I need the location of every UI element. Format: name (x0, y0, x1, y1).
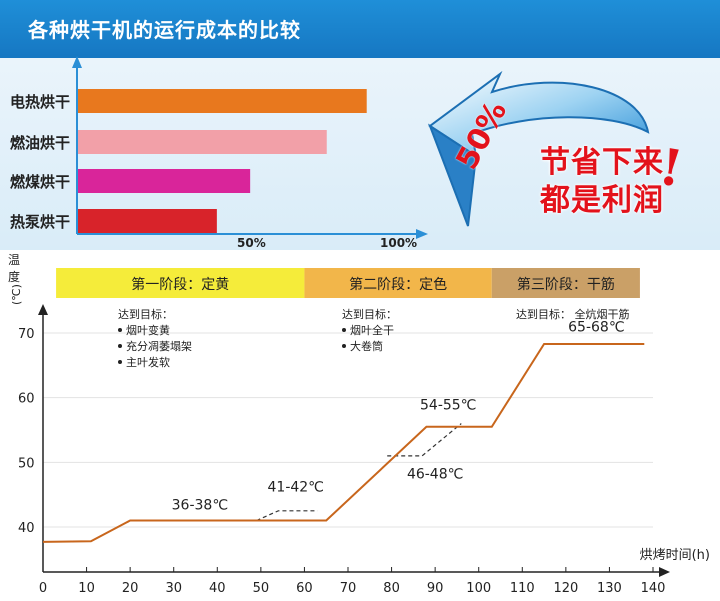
data-label: 54-55℃ (420, 397, 476, 413)
y-axis-arrow-icon (38, 304, 48, 315)
bar (78, 169, 251, 193)
annotations: 36-38℃ 41-42℃ 46-48℃ 54-55℃ 65-68℃ (172, 320, 625, 514)
bullet-icon (118, 328, 122, 332)
goal-item: 充分凋萎塌架 (126, 339, 192, 353)
goal-item: 烟叶变黄 (126, 323, 170, 337)
x-tick-label: 50 (253, 581, 270, 596)
bar-category-label: 热泵烘干 (10, 213, 70, 231)
bar (78, 209, 217, 233)
x-tick-label: 20 (122, 581, 139, 596)
stage-band (491, 268, 640, 298)
y-axis-label: 度 (8, 269, 20, 284)
bullet-icon (342, 328, 346, 332)
header-banner: 各种烘干机的运行成本的比较 (0, 0, 720, 58)
dashed-guide (256, 510, 318, 522)
stage-label: 第一阶段：定黄 (131, 276, 229, 293)
savings-arrow-icon (427, 70, 650, 227)
bar-category-label: 燃煤烘干 (10, 173, 70, 191)
bar-category-label: 燃油烘干 (10, 134, 70, 152)
stage-band (304, 268, 492, 298)
x-tick-label: 120 (553, 581, 578, 596)
line-chart-gridlines (43, 332, 653, 528)
bullet-icon (342, 344, 346, 348)
y-tick-label: 40 (18, 521, 35, 536)
temperature-series (42, 342, 645, 543)
x-tick-label: 100 (466, 581, 491, 596)
x-tick-label: 60 (296, 581, 313, 596)
x-tick-label: 70 (340, 581, 357, 596)
bullet-icon (118, 344, 122, 348)
bar-chart-axes (72, 56, 428, 239)
data-label: 36-38℃ (172, 498, 228, 514)
x-axis-arrow-icon (659, 567, 670, 577)
bar (78, 89, 367, 113)
page-title: 各种烘干机的运行成本的比较 (28, 18, 301, 42)
slogan-line-1: 节省下来 (540, 145, 664, 180)
x-tick-label: 10 (78, 581, 95, 596)
stage-label: 第二阶段：定色 (349, 276, 447, 293)
x-axis-label: 烘烤时间(h) (640, 548, 710, 563)
goal-title: 达到目标： (118, 307, 173, 321)
data-label: 65-68℃ (568, 320, 624, 336)
stage-band (56, 268, 305, 298)
goal-item: 烟叶全干 (350, 323, 394, 337)
x-tick-label: 90 (427, 581, 444, 596)
goal-title: 达到目标： 全炕烟干筋 (516, 307, 630, 321)
goal-item: 主叶发软 (126, 355, 170, 369)
y-axis-unit: (℃) (10, 284, 23, 305)
slogan-line-2: 都是利润 (540, 183, 664, 218)
bar (78, 130, 327, 154)
x-tick-label: 110 (510, 581, 535, 596)
bar-tick-label: 50% (237, 236, 266, 250)
goal-item: 大卷筒 (350, 339, 383, 353)
y-tick-label: 50 (18, 456, 35, 471)
bar-category-label: 电热烘干 (10, 93, 70, 111)
goal-title: 达到目标： (342, 307, 397, 321)
y-tick-label: 70 (18, 327, 35, 342)
dashed-guides (256, 423, 462, 522)
x-tick-label: 130 (597, 581, 622, 596)
data-label: 46-48℃ (407, 467, 463, 483)
stage-bands: 第一阶段：定黄 第二阶段：定色 第三阶段：干筋 (56, 268, 640, 298)
x-tick-label: 0 (39, 581, 47, 596)
x-tick-label: 80 (383, 581, 400, 596)
line-chart-axes: 0 10 20 30 40 50 60 70 80 90 100 110 120 130 140 40 50 60… (8, 253, 710, 596)
x-tick-label: 30 (165, 581, 182, 596)
bullet-icon (118, 360, 122, 364)
y-tick-label: 60 (18, 392, 35, 407)
series-line (42, 342, 645, 543)
x-tick-label: 40 (209, 581, 226, 596)
data-label: 41-42℃ (268, 479, 324, 495)
bar-tick-label: 100% (380, 236, 417, 250)
stage-label: 第三阶段：干筋 (517, 276, 615, 293)
y-axis-label: 温 (8, 253, 20, 267)
x-tick-label: 140 (641, 581, 666, 596)
